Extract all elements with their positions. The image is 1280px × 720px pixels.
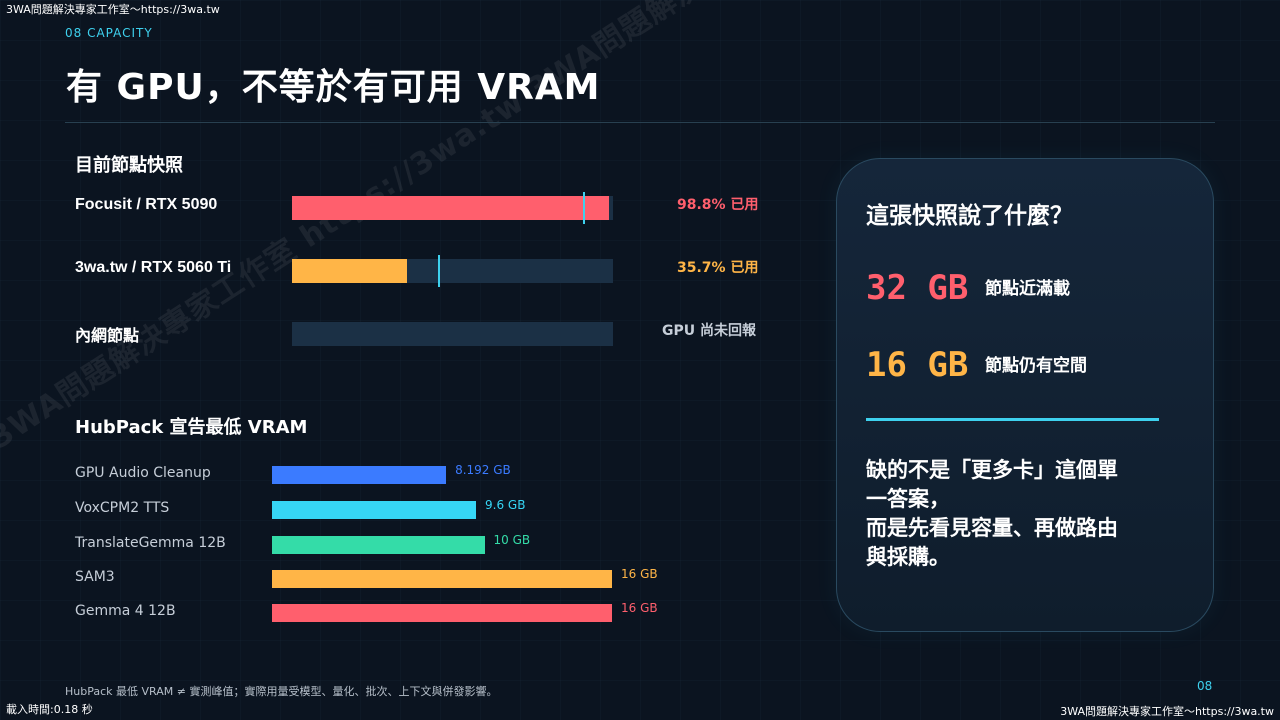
node-label-intranet: 內網節點 [75,328,140,345]
stat-value-available: 16 GB [866,345,969,385]
node-usage-fill [292,196,610,220]
vram-bar [272,536,485,554]
snapshot-heading: 目前節點快照 [75,155,183,176]
node-usage-fill [292,259,407,283]
vram-bar [272,604,612,622]
vram-bar [272,466,447,484]
card-divider [866,418,1159,421]
vram-label: Gemma 4 12B [75,603,176,619]
footnote: HubPack 最低 VRAM ≠ 實測峰值；實際用量受模型、量化、批次、上下文… [65,685,498,698]
summary-note: 缺的不是「更多卡」這個單 一答案， 而是先看見容量、再做路由 與採購。 [866,456,1176,572]
node-usage-text-focusit: 98.8% 已用 [677,197,759,213]
top-watermark: 3WA問題解決專家工作室～https://3wa.tw [6,3,220,16]
hubpack-heading: HubPack 宣告最低 VRAM [75,417,308,438]
node-usage-marker [438,255,441,287]
page-number: 08 [1197,679,1213,693]
node-usage-marker [582,192,585,224]
summary-note-line: 而是先看見容量、再做路由 [866,516,1118,540]
node-usage-bar-3wa [292,255,613,287]
summary-note-line: 一答案， [866,487,950,511]
vram-value: 8.192 GB [455,463,511,477]
node-usage-bar-focusit [292,192,613,224]
load-time: 載入時間:0.18 秒 [6,703,93,716]
vram-bar [272,501,476,519]
vram-label: VoxCPM2 TTS [75,500,170,516]
title-divider [65,122,1215,123]
node-label-focusit: Focusit / RTX 5090 [75,196,218,213]
vram-value: 9.6 GB [485,498,526,512]
node-usage-text-3wa: 35.7% 已用 [677,260,759,276]
stat-desc-full: 節點近滿載 [985,279,1070,299]
node-usage-bar-intranet [292,322,613,346]
summary-card-title: 這張快照說了什麼？ [866,203,1073,229]
summary-note-line: 缺的不是「更多卡」這個單 [866,458,1118,482]
stat-value-full: 32 GB [866,268,969,308]
section-tag: 08 CAPACITY [65,26,153,40]
vram-value: 16 GB [621,567,658,581]
vram-bar [272,570,612,588]
vram-value: 10 GB [493,533,531,547]
node-label-3wa: 3wa.tw / RTX 5060 Ti [75,259,232,276]
summary-note-line: 與採購。 [866,545,950,569]
node-usage-text-intranet: GPU 尚未回報 [662,323,756,339]
slide-title: 有 GPU，不等於有可用 VRAM [66,67,601,108]
vram-label: GPU Audio Cleanup [75,465,211,481]
vram-value: 16 GB [621,601,658,615]
vram-label: TranslateGemma 12B [75,535,226,551]
vram-label: SAM3 [75,569,115,585]
stat-desc-available: 節點仍有空間 [985,356,1087,376]
bottom-watermark: 3WA問題解決專家工作室～https://3wa.tw [1060,705,1274,718]
summary-card [836,158,1214,632]
